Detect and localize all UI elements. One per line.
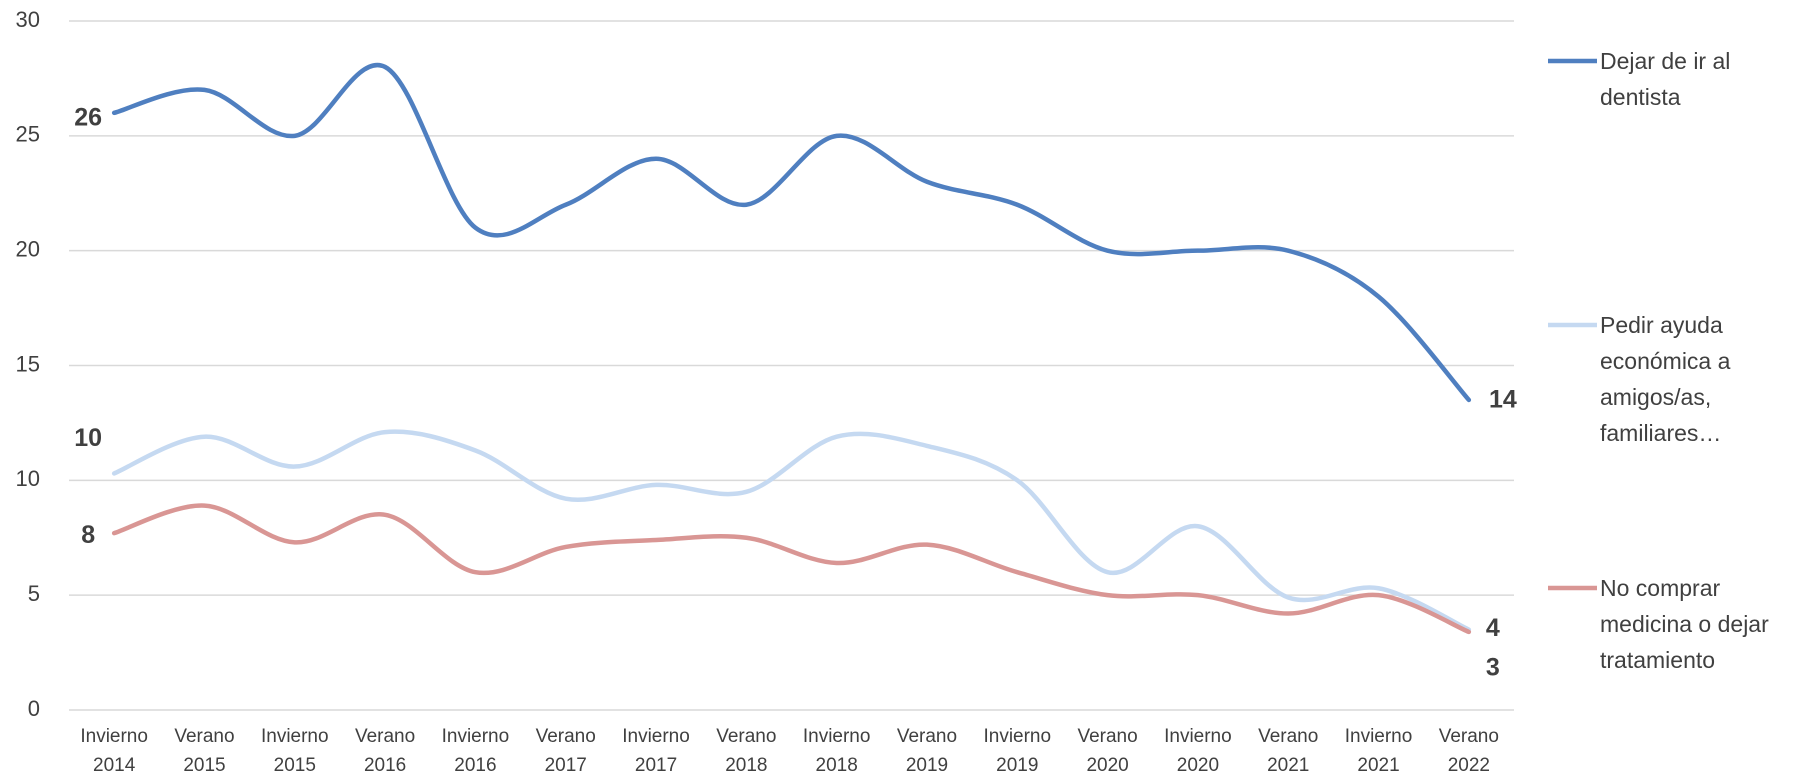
x-tick-label: Invierno 2019	[983, 726, 1052, 776]
x-tick-label: Verano 2022	[1438, 726, 1499, 776]
series-line	[111, 503, 1472, 635]
data-label: 26	[74, 103, 102, 131]
data-label: 14	[1489, 386, 1517, 414]
y-tick-label: 10	[16, 466, 40, 491]
legend-label: No comprar medicina o dejar tratamiento	[1600, 575, 1769, 673]
y-tick-label: 30	[16, 7, 40, 32]
x-tick-label: Invierno 2016	[441, 726, 510, 776]
data-label: 10	[74, 424, 102, 452]
legend-label: Dejar de ir al dentista	[1600, 48, 1731, 110]
y-tick-label: 0	[28, 696, 40, 721]
x-tick-label: Invierno 2017	[622, 726, 690, 776]
y-tick-label: 20	[16, 236, 40, 261]
x-tick-label: Invierno 2020	[1164, 726, 1232, 776]
data-label: 3	[1486, 654, 1500, 682]
x-tick-label: Verano 2019	[896, 726, 958, 776]
data-label: 8	[81, 521, 95, 549]
legend-label: Pedir ayuda económica a amigos/as, famil…	[1600, 312, 1731, 446]
x-tick-label: Invierno 2014	[80, 726, 148, 776]
y-tick-label: 5	[28, 581, 40, 606]
y-tick-label: 15	[16, 351, 40, 376]
x-tick-label: Verano 2021	[1258, 726, 1319, 776]
x-tick-label: Invierno 2018	[802, 726, 871, 776]
x-tick-label: Verano 2018	[716, 726, 777, 776]
x-tick-label: Verano 2016	[354, 726, 416, 776]
x-tick-label: Verano 2017	[535, 726, 596, 776]
x-tick-label: Invierno 2015	[260, 726, 329, 776]
x-tick-label: Verano 2020	[1077, 726, 1138, 776]
y-tick-label: 25	[16, 122, 40, 147]
series-line	[111, 62, 1472, 403]
x-tick-label: Verano 2015	[174, 726, 235, 776]
x-tick-label: Invierno 2021	[1344, 726, 1413, 776]
data-label: 4	[1486, 614, 1500, 642]
series-line	[111, 429, 1472, 632]
